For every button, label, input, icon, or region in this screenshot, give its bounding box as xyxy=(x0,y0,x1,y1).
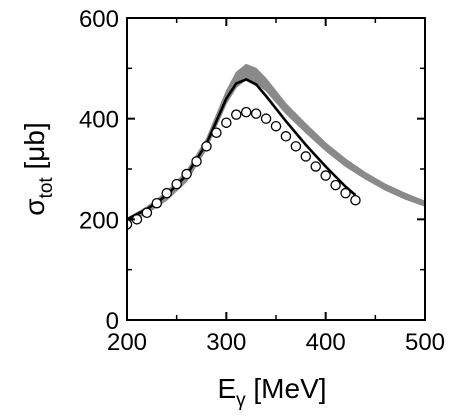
data-point-series-2-8 xyxy=(201,141,212,152)
data-point-series-2-17 xyxy=(290,141,302,152)
data-point-series-2-20 xyxy=(320,170,331,181)
curve-series-1 xyxy=(127,78,357,221)
data-point-series-2-10 xyxy=(221,117,232,128)
x-axis-label-symbol: E xyxy=(217,373,236,404)
uncertainty-band-series-0 xyxy=(127,63,425,224)
y-tick-label-400: 400 xyxy=(79,107,119,134)
data-point-series-2-12 xyxy=(240,106,252,118)
y-tick-label-200: 200 xyxy=(79,207,119,234)
data-point-series-2-16 xyxy=(280,131,292,142)
x-axis-label: Eγ [MeV] xyxy=(217,373,326,411)
y-tick-label-0: 0 xyxy=(106,308,119,335)
data-point-series-2-15 xyxy=(270,120,282,132)
data-point-series-2-7 xyxy=(191,156,202,167)
y-axis-label: σtot [μb] xyxy=(19,122,57,215)
x-tick-label-500: 500 xyxy=(405,329,445,356)
x-tick-label-400: 400 xyxy=(306,329,346,356)
data-point-series-2-18 xyxy=(300,151,312,162)
y-axis-label-unit: [μb] xyxy=(19,122,50,177)
data-point-series-2-4 xyxy=(161,187,172,199)
y-axis-label-subscript: tot xyxy=(36,177,57,199)
x-tick-label-300: 300 xyxy=(206,329,246,356)
x-axis-label-unit: [MeV] xyxy=(246,373,327,404)
y-tick-label-600: 600 xyxy=(79,6,119,33)
data-point-series-2-14 xyxy=(260,113,272,124)
data-point-series-2-9 xyxy=(211,127,222,139)
data-point-series-2-6 xyxy=(181,168,192,180)
y-axis-label-symbol: σ xyxy=(19,198,50,215)
data-point-series-2-13 xyxy=(250,108,262,119)
data-point-series-2-11 xyxy=(231,109,242,120)
data-point-series-2-22 xyxy=(340,187,351,199)
data-point-series-2-5 xyxy=(171,178,182,190)
data-point-series-2-23 xyxy=(350,194,361,206)
data-point-series-2-19 xyxy=(310,161,321,172)
x-axis-label-subscript: γ xyxy=(236,390,246,411)
plot-layer xyxy=(127,63,425,230)
data-point-series-2-3 xyxy=(151,197,163,209)
data-point-series-2-2 xyxy=(141,207,153,219)
x-tick-label-200: 200 xyxy=(107,329,147,356)
data-point-series-2-21 xyxy=(330,179,341,191)
axes-layer xyxy=(126,17,426,321)
